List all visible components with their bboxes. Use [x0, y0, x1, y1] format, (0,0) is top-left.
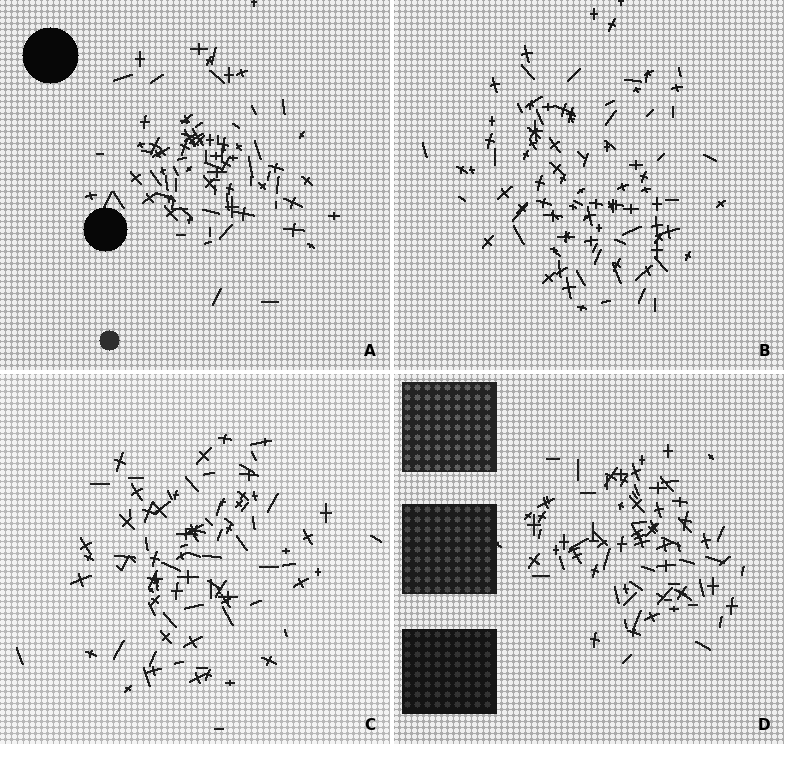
Text: A: A	[364, 344, 376, 359]
Text: C: C	[365, 719, 375, 734]
Text: D: D	[758, 719, 770, 734]
Text: B: B	[758, 344, 770, 359]
